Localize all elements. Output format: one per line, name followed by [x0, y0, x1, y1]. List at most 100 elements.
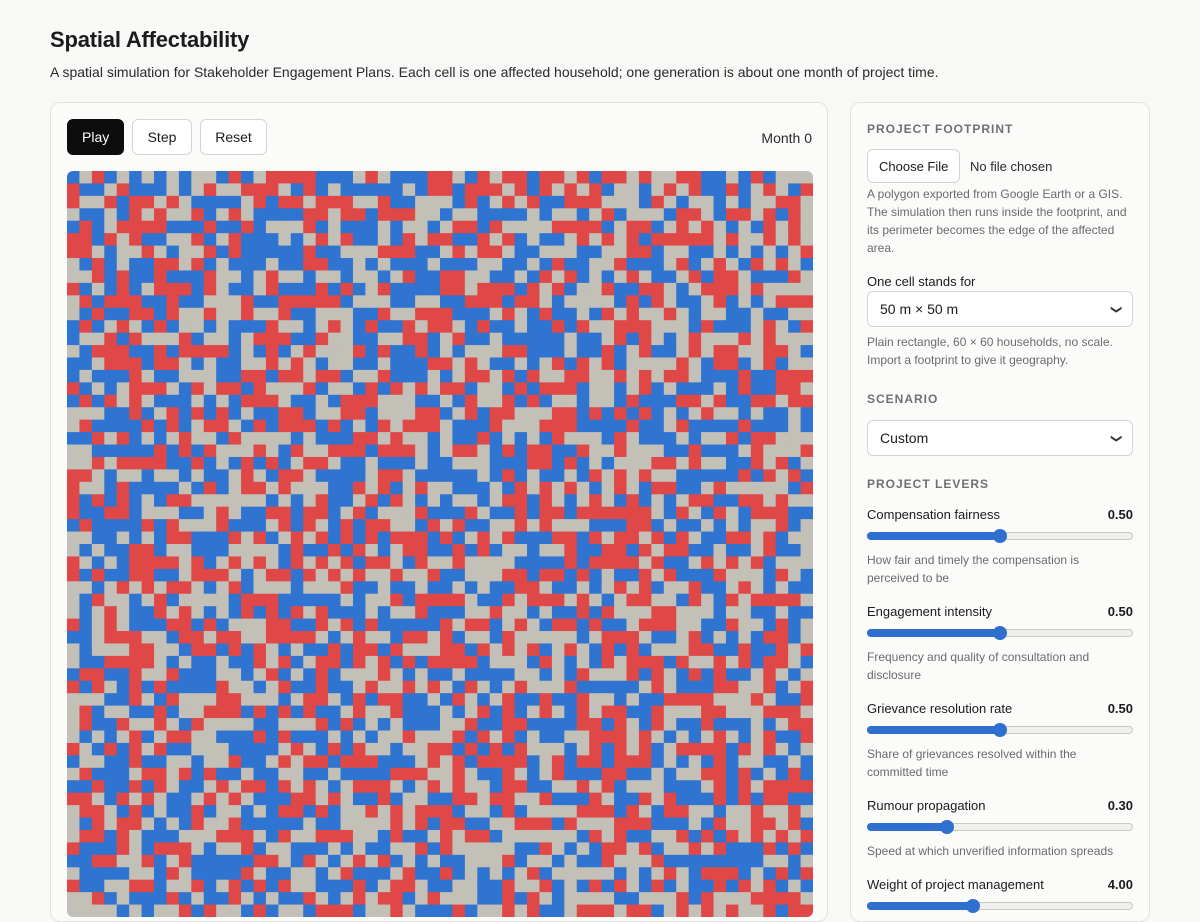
compensation-slider[interactable] — [867, 528, 1133, 544]
household-cell — [216, 655, 230, 669]
household-cell — [278, 655, 292, 669]
household-cell — [527, 817, 541, 831]
household-cell — [514, 245, 528, 259]
household-cell — [589, 892, 603, 906]
household-cell — [738, 332, 752, 346]
household-cell — [402, 419, 416, 433]
household-cell — [725, 730, 739, 744]
household-cell — [539, 345, 553, 359]
household-cell — [303, 494, 317, 508]
slider-thumb[interactable] — [993, 626, 1007, 640]
household-cell — [651, 556, 665, 570]
slider-thumb[interactable] — [939, 820, 954, 834]
slider-thumb[interactable] — [993, 529, 1007, 543]
household-cell — [290, 680, 304, 694]
household-cell — [129, 432, 143, 446]
household-cell — [166, 183, 180, 197]
household-cell — [663, 171, 677, 185]
household-cell — [91, 494, 105, 508]
household-cell — [352, 258, 366, 272]
grid-svg[interactable] — [67, 171, 813, 917]
household-cell — [315, 854, 329, 868]
household-cell — [701, 842, 715, 856]
play-button[interactable]: Play — [67, 119, 124, 155]
household-cell — [452, 394, 466, 408]
household-cell — [203, 469, 217, 483]
household-cell — [551, 817, 565, 831]
household-cell — [402, 631, 416, 645]
household-cell — [551, 655, 565, 669]
household-cell — [315, 879, 329, 893]
household-cell — [626, 531, 640, 545]
household-cell — [614, 469, 628, 483]
engagement-slider[interactable] — [867, 625, 1133, 641]
household-cell — [539, 233, 553, 247]
household-cell — [67, 556, 81, 570]
household-cell — [464, 755, 478, 769]
household-cell — [527, 631, 541, 645]
household-cell — [352, 879, 366, 893]
household-cell — [265, 195, 279, 209]
scenario-select[interactable]: Custom ❮ — [867, 420, 1133, 456]
reset-button[interactable]: Reset — [200, 119, 267, 155]
household-cell — [340, 668, 354, 682]
household-cell — [228, 506, 242, 520]
household-cell — [154, 668, 168, 682]
household-cell — [352, 867, 366, 881]
household-cell — [203, 643, 217, 657]
household-cell — [738, 643, 752, 657]
cell-size-select[interactable]: 50 m × 50 m ❮ — [867, 291, 1133, 327]
grievance-slider[interactable] — [867, 722, 1133, 738]
household-cell — [241, 419, 255, 433]
household-cell — [750, 183, 764, 197]
household-cell — [676, 568, 690, 582]
household-cell — [464, 432, 478, 446]
step-button[interactable]: Step — [132, 119, 192, 155]
household-cell — [377, 419, 391, 433]
household-cell — [79, 693, 93, 707]
slider-thumb[interactable] — [966, 899, 981, 913]
household-cell — [775, 780, 789, 794]
lever-value-management: 4.00 — [1107, 877, 1133, 892]
household-cell — [713, 481, 727, 495]
household-cell — [564, 742, 578, 756]
household-cell — [253, 432, 267, 446]
household-cell — [178, 357, 192, 371]
household-cell — [129, 307, 143, 321]
rumour-slider[interactable] — [867, 819, 1133, 835]
household-cell — [663, 780, 677, 794]
household-cell — [564, 829, 578, 843]
choose-file-button[interactable]: Choose File — [867, 149, 961, 183]
household-cell — [576, 456, 590, 470]
household-cell — [539, 829, 553, 843]
household-cell — [738, 680, 752, 694]
household-cell — [427, 456, 441, 470]
household-cell — [116, 718, 130, 732]
household-cell — [365, 730, 379, 744]
household-cell — [738, 345, 752, 359]
household-cell — [738, 208, 752, 222]
household-cell — [713, 494, 727, 508]
household-cell — [663, 245, 677, 259]
household-cell — [303, 581, 317, 595]
household-cell — [551, 332, 565, 346]
household-cell — [589, 345, 603, 359]
household-cell — [104, 879, 118, 893]
household-cell — [663, 606, 677, 620]
household-cell — [315, 680, 329, 694]
simulation-grid[interactable] — [67, 171, 813, 917]
slider-thumb[interactable] — [993, 723, 1007, 737]
household-cell — [489, 581, 503, 595]
household-cell — [601, 544, 615, 558]
household-cell — [638, 245, 652, 259]
household-cell — [203, 581, 217, 595]
household-cell — [191, 419, 205, 433]
household-cell — [788, 382, 802, 396]
household-cell — [527, 904, 541, 917]
household-cell — [203, 718, 217, 732]
household-cell — [104, 419, 118, 433]
management-slider[interactable] — [867, 898, 1133, 914]
household-cell — [427, 307, 441, 321]
household-cell — [651, 531, 665, 545]
household-cell — [91, 556, 105, 570]
